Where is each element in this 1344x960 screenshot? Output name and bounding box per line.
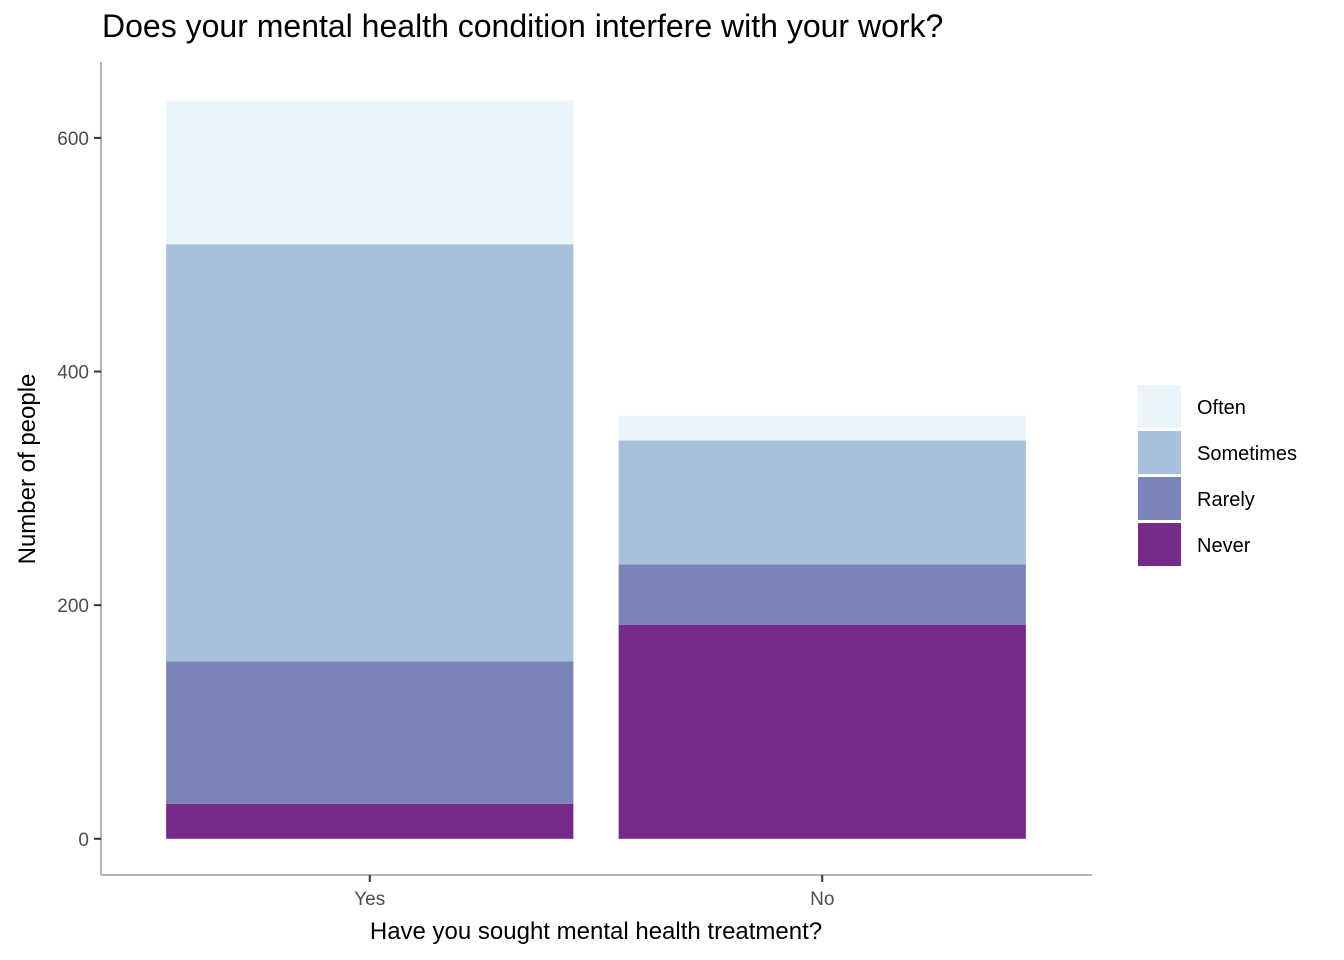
bar-no-never [618,625,1026,839]
bars-layer [166,100,1026,839]
legend-label-never: Never [1197,535,1251,557]
y-axis-ticks: 0 200 400 600 [57,129,101,851]
legend-label-sometimes: Sometimes [1197,443,1297,465]
bar-yes-often [166,100,574,245]
legend-key-never [1138,523,1181,566]
legend-key-sometimes [1138,431,1181,474]
x-axis-title: Have you sought mental health treatment? [370,918,822,945]
bar-no-sometimes [618,440,1026,565]
legend-label-rarely: Rarely [1197,489,1255,511]
y-axis-title: Number of people [14,374,41,565]
bar-yes-sometimes [166,244,574,662]
bar-yes-never [166,803,574,839]
x-tick-label: Yes [354,889,385,910]
legend-label-often: Often [1197,397,1246,419]
x-axis-ticks: Yes No [354,875,834,910]
legend: Often Sometimes Rarely Never [1138,385,1297,566]
bar-no-often [618,415,1026,441]
bar-yes-rarely [166,661,574,804]
y-tick-label: 400 [57,363,89,384]
y-tick-label: 200 [57,596,89,617]
y-tick-label: 0 [78,830,89,851]
legend-key-rarely [1138,477,1181,520]
x-tick-label: No [810,889,834,910]
y-tick-label: 600 [57,129,89,150]
bar-no-rarely [618,564,1026,626]
chart-title: Does your mental health condition interf… [102,8,944,44]
legend-key-often [1138,385,1181,428]
